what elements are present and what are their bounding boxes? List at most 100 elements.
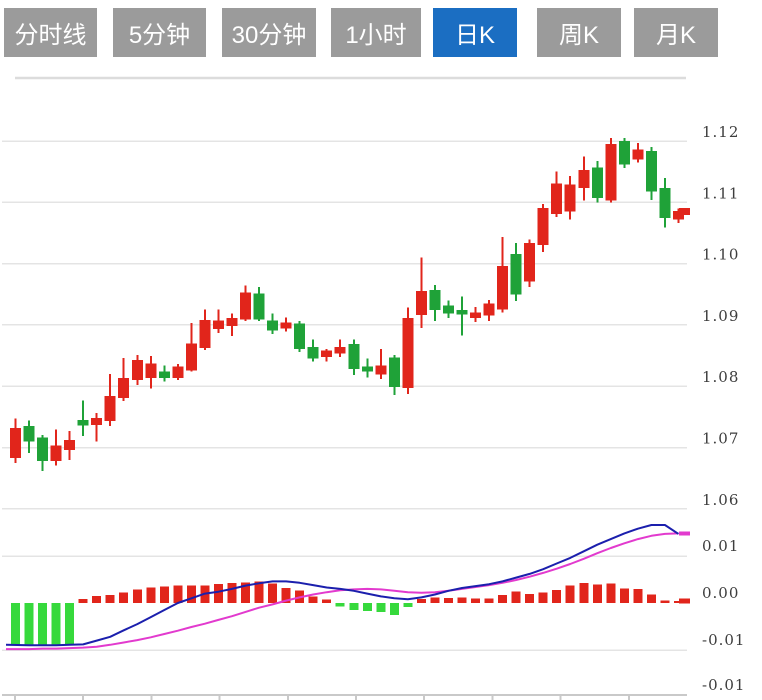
macd-bar-up — [308, 596, 318, 603]
candle-body — [388, 357, 400, 387]
price-tick-label: 1.07 — [702, 430, 739, 448]
candle-body — [131, 359, 143, 381]
macd-bar-up — [457, 597, 467, 603]
candle-body — [429, 289, 441, 311]
candle-up — [524, 239, 536, 287]
candle-up — [240, 285, 252, 322]
candle-body — [361, 366, 373, 372]
candle-up — [321, 348, 333, 362]
macd-bar-down — [38, 603, 48, 645]
candle-up — [64, 430, 76, 460]
macd-bar-up — [159, 586, 169, 603]
candle-up — [537, 204, 549, 252]
macd-bar-up — [132, 589, 142, 603]
candle-body — [158, 371, 170, 379]
macd-bar-up — [592, 584, 602, 603]
macd-bar-up — [146, 587, 156, 603]
macd-axis-labels: 0.01 0.00 -0.01 -0.01 — [702, 537, 745, 694]
tab-daily-k[interactable]: 日K — [433, 8, 517, 57]
candle-up — [415, 257, 427, 328]
macd-bar-up — [105, 595, 115, 603]
candle-body — [348, 343, 360, 370]
candle-up — [91, 413, 103, 442]
candle-body — [524, 242, 536, 282]
macd-bar-up — [322, 599, 332, 603]
candle-down — [456, 296, 468, 336]
candle-down — [429, 285, 441, 322]
candle-body — [618, 141, 630, 165]
macd-bar-down — [11, 603, 20, 645]
candle-body — [537, 207, 549, 246]
macd-bar-up — [525, 594, 535, 603]
candle-up — [172, 364, 184, 381]
candle-body — [64, 440, 76, 450]
tab-5min[interactable]: 5分钟 — [113, 8, 206, 57]
candle-up — [212, 309, 224, 333]
candle-down — [158, 365, 170, 382]
macd-bar-up — [498, 595, 508, 603]
candle-down — [388, 354, 400, 395]
candle-body — [402, 318, 414, 389]
candle-body — [37, 437, 49, 461]
macd-bar-up — [660, 600, 670, 603]
candle-body — [415, 291, 427, 316]
macd-bar-down — [389, 603, 399, 616]
candle-up — [226, 313, 238, 336]
macd-bar-up — [173, 585, 183, 603]
candle-up — [470, 307, 482, 322]
tab-weekly-k[interactable]: 周K — [537, 8, 621, 57]
candle-up — [632, 142, 644, 163]
candle-up — [375, 348, 387, 379]
candle-body — [591, 167, 603, 199]
macd-bar-up — [471, 598, 481, 603]
macd-bar-up — [606, 583, 616, 603]
macd-bar-up — [281, 587, 291, 603]
macd-bar-up — [538, 592, 548, 603]
candle-up — [551, 171, 563, 218]
candle-body — [456, 310, 468, 315]
candle-down — [618, 137, 630, 168]
candle-body — [185, 343, 197, 371]
macd-bar-up — [619, 588, 629, 603]
tab-timeshare[interactable]: 分时线 — [4, 8, 97, 57]
candle-body — [172, 366, 184, 379]
dea-line — [6, 532, 679, 651]
tab-monthly-k[interactable]: 月K — [634, 8, 718, 57]
macd-bar-up — [552, 589, 562, 603]
candle-body — [497, 266, 509, 310]
macd-bar-down — [24, 603, 34, 645]
candle-up — [483, 299, 495, 322]
candle-body — [118, 378, 130, 398]
candle-wick — [379, 348, 382, 379]
candle-up — [145, 356, 157, 389]
candle-up — [672, 208, 684, 224]
price-tick-label: 1.09 — [702, 307, 739, 325]
tab-1hour[interactable]: 1小时 — [331, 8, 421, 57]
candle-down — [442, 300, 454, 319]
candle-body — [632, 149, 644, 160]
candle-body — [10, 427, 21, 458]
macd-tick-label: -0.01 — [702, 631, 745, 649]
macd-bar-down — [51, 603, 61, 645]
macd-bar-up — [633, 588, 643, 603]
tab-30min[interactable]: 30分钟 — [222, 8, 316, 57]
candle-up — [564, 175, 576, 220]
candle-body — [551, 183, 563, 214]
candle-body — [510, 253, 522, 295]
price-axis-labels: 1.12 1.11 1.10 1.09 1.08 1.07 1.06 — [702, 123, 739, 509]
candle-body — [267, 320, 279, 331]
candle-body — [307, 346, 319, 359]
macd-bar-up — [268, 583, 278, 603]
candle-up — [605, 137, 617, 203]
macd-bar-up — [227, 582, 237, 603]
macd-bar-up — [511, 591, 521, 603]
macd-bar-up — [443, 597, 453, 603]
candle-body — [321, 350, 333, 357]
candle-up — [199, 309, 211, 351]
candle-body — [104, 396, 116, 422]
macd-value-marker — [679, 598, 690, 604]
candle-body — [77, 419, 89, 426]
candle-up — [10, 418, 21, 463]
candle-down — [307, 339, 319, 362]
